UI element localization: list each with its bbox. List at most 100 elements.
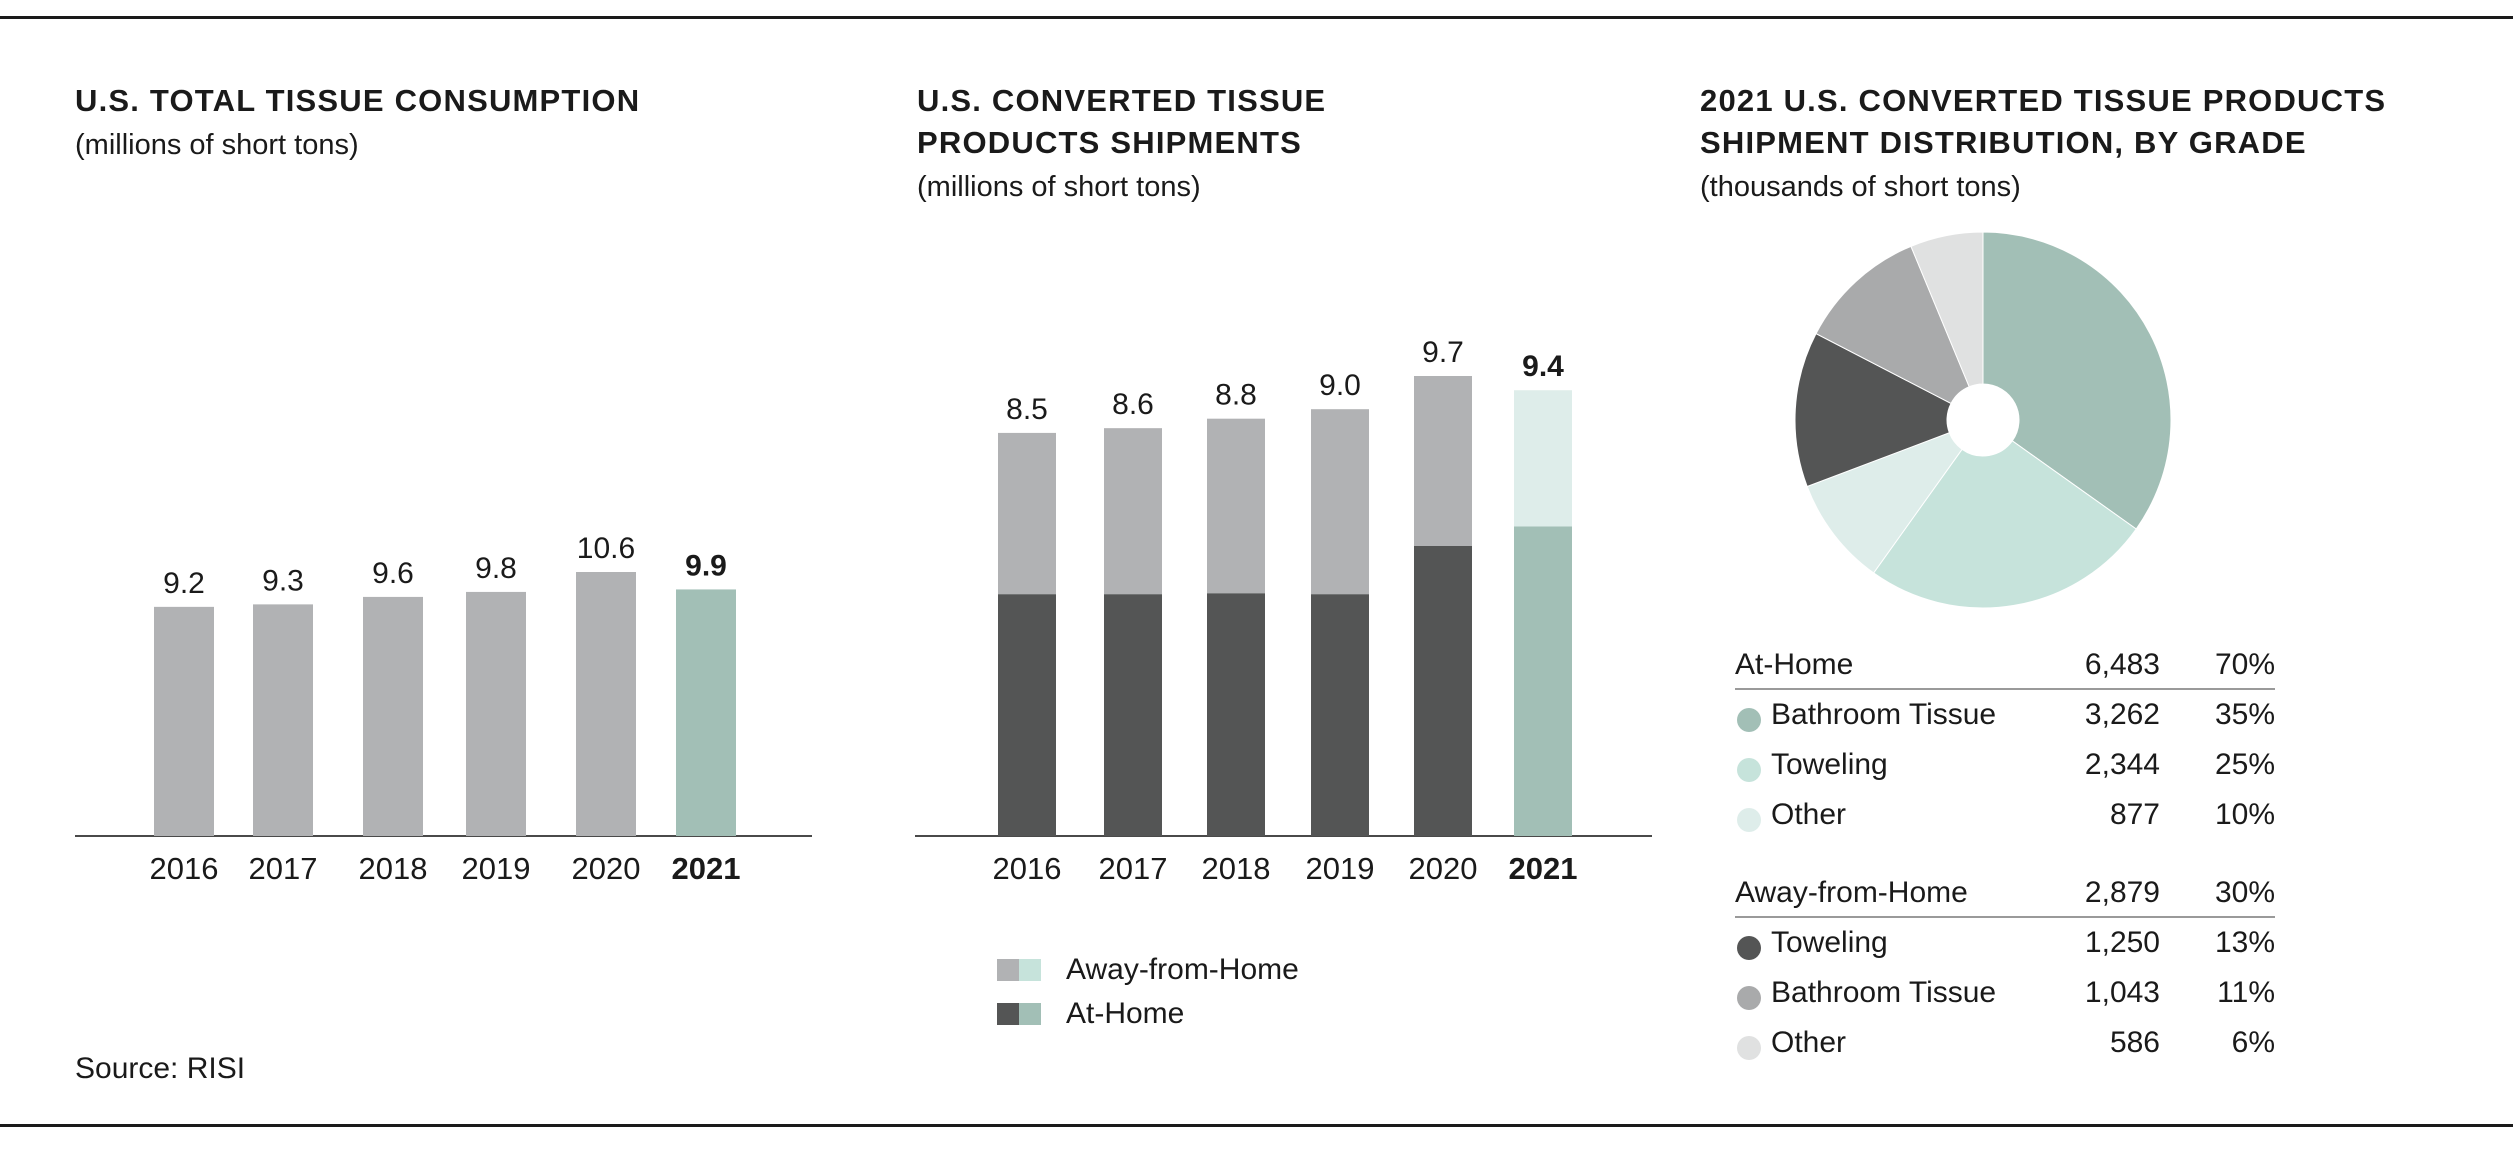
row-percent: 11%	[2217, 976, 2275, 1009]
legend-dot-icon	[1737, 1036, 1761, 1060]
table-row-at-home-bathroom-tissue: Bathroom Tissue 3,262 35%	[1735, 690, 2275, 738]
row-percent: 70%	[2214, 648, 2275, 681]
chart2-total-label-2019: 9.0	[1319, 369, 1361, 402]
table-row-at-home-toweling: Toweling 2,344 25%	[1735, 740, 2275, 788]
chart1-bar-2021	[676, 589, 736, 836]
row-percent: 13%	[2214, 926, 2275, 959]
chart2-tick-label-2021: 2021	[1509, 851, 1578, 886]
table-row-at-home-other: Other 877 10%	[1735, 790, 2275, 838]
chart2-total-label-2021: 9.4	[1522, 350, 1564, 383]
chart2-title: U.S. CONVERTED TISSUE PRODUCTS SHIPMENTS	[917, 80, 1326, 164]
chart1-bar-2019	[466, 591, 526, 836]
chart2-tick-label-2016: 2016	[993, 851, 1062, 886]
chart2-bar-2019-at-home	[1311, 594, 1369, 836]
chart2-tick-label-2020: 2020	[1409, 851, 1478, 886]
row-percent: 30%	[2214, 876, 2275, 909]
row-percent: 35%	[2214, 698, 2275, 731]
chart2-bar-2020-away-from-home	[1414, 376, 1472, 546]
chart3-title-line-1: 2021 U.S. CONVERTED TISSUE PRODUCTS	[1700, 83, 2387, 118]
top-rule	[0, 16, 2513, 19]
pie-slice-at-home-other	[1806, 432, 1963, 574]
row-name: Other	[1771, 1026, 1847, 1059]
chart1-value-label-2017: 9.3	[262, 564, 304, 597]
legend-swatch-away-from-home	[997, 959, 1041, 981]
chart2-subtitle: (millions of short tons)	[917, 171, 1201, 203]
chart2-tick-label-2018: 2018	[1202, 851, 1271, 886]
row-name: At-Home	[1735, 648, 1854, 681]
chart1-tick-label-2019: 2019	[462, 851, 531, 886]
row-percent: 6%	[2231, 1026, 2275, 1059]
row-name: Toweling	[1771, 926, 1888, 959]
chart2-bar-2016-at-home	[998, 594, 1056, 836]
chart2-total-label-2018: 8.8	[1215, 379, 1257, 412]
chart1-bar-2020	[576, 572, 636, 836]
chart1-tick-label-2020: 2020	[572, 851, 641, 886]
chart1-tick-label-2018: 2018	[359, 851, 428, 886]
chart3-donut-chart	[1794, 231, 2172, 609]
chart1-tick-label-2017: 2017	[249, 851, 318, 886]
chart2-bar-2017-away-from-home	[1104, 428, 1162, 595]
chart1-value-label-2019: 9.8	[475, 552, 517, 585]
row-name: Bathroom Tissue	[1771, 698, 1997, 731]
chart2-bar-2021-at-home	[1514, 526, 1572, 836]
chart1-bar-2017	[253, 604, 313, 836]
chart3-title: 2021 U.S. CONVERTED TISSUE PRODUCTS SHIP…	[1700, 80, 2386, 164]
legend-dot-icon	[1737, 708, 1761, 732]
bottom-rule	[0, 1124, 2513, 1127]
legend-label-at-home: At-Home	[1066, 997, 1185, 1030]
row-value: 3,262	[2084, 698, 2160, 731]
legend-at-home: At-Home	[997, 997, 1184, 1030]
pie-slice-at-home-bathroom-tissue	[1982, 231, 2172, 530]
chart1-tick-label-2021: 2021	[672, 851, 741, 886]
chart1-value-label-2020: 10.6	[577, 532, 635, 565]
chart1-title: U.S. TOTAL TISSUE CONSUMPTION	[75, 80, 640, 122]
row-value: 1,043	[2084, 976, 2160, 1009]
row-value: 6,483	[2084, 648, 2160, 681]
chart2-total-label-2016: 8.5	[1006, 393, 1048, 426]
chart2-title-line-2: PRODUCTS SHIPMENTS	[917, 125, 1303, 160]
table-row-at-home: At-Home 6,483 70%	[1735, 640, 2275, 690]
chart2-bar-2016-away-from-home	[998, 432, 1056, 595]
chart1-tick-label-2016: 2016	[150, 851, 219, 886]
table-row-away-other: Other 586 6%	[1735, 1018, 2275, 1066]
legend-label-away-from-home: Away-from-Home	[1066, 953, 1299, 986]
row-value: 586	[2109, 1026, 2160, 1059]
chart1-value-label-2016: 9.2	[163, 567, 205, 600]
table-row-away-toweling: Toweling 1,250 13%	[1735, 918, 2275, 966]
chart1-value-label-2021: 9.9	[685, 549, 727, 582]
row-value: 2,344	[2084, 748, 2160, 781]
row-value: 877	[2109, 798, 2160, 831]
row-value: 1,250	[2084, 926, 2160, 959]
source-note: Source: RISI	[75, 1052, 246, 1085]
row-name: Bathroom Tissue	[1771, 976, 1997, 1009]
legend-dot-icon	[1737, 758, 1761, 782]
chart2-bar-2017-at-home	[1104, 594, 1162, 836]
chart1-subtitle: (millions of short tons)	[75, 129, 359, 161]
row-name: Away-from-Home	[1735, 876, 1968, 909]
chart2-total-label-2020: 9.7	[1422, 336, 1464, 369]
chart2-bar-2021-away-from-home	[1514, 390, 1572, 527]
legend-dot-icon	[1737, 808, 1761, 832]
chart2-bar-2020-at-home	[1414, 545, 1472, 836]
chart2-title-line-1: U.S. CONVERTED TISSUE	[917, 83, 1327, 118]
chart2-bar-2019-away-from-home	[1311, 409, 1369, 595]
chart3-title-line-2: SHIPMENT DISTRIBUTION, BY GRADE	[1700, 125, 2307, 160]
legend-dot-icon	[1737, 986, 1761, 1010]
chart1-bar-2016	[154, 606, 214, 836]
chart2-tick-label-2017: 2017	[1099, 851, 1168, 886]
row-percent: 10%	[2214, 798, 2275, 831]
chart2-bar-2018-at-home	[1207, 593, 1265, 836]
row-value: 2,879	[2084, 876, 2160, 909]
chart1-title-line: U.S. TOTAL TISSUE CONSUMPTION	[75, 83, 641, 118]
row-name: Other	[1771, 798, 1847, 831]
table-row-away-bathroom-tissue: Bathroom Tissue 1,043 11%	[1735, 968, 2275, 1016]
table-row-away-from-home: Away-from-Home 2,879 30%	[1735, 868, 2275, 918]
chart2-total-label-2017: 8.6	[1112, 388, 1154, 421]
chart2-tick-label-2019: 2019	[1306, 851, 1375, 886]
chart3-subtitle: (thousands of short tons)	[1700, 171, 2021, 203]
pie-slice-away-other	[1910, 231, 1984, 388]
row-name: Toweling	[1771, 748, 1888, 781]
legend-dot-icon	[1737, 936, 1761, 960]
pie-slice-at-home-toweling	[1872, 440, 2137, 609]
pie-slice-away-bathroom-tissue	[1815, 245, 1970, 405]
